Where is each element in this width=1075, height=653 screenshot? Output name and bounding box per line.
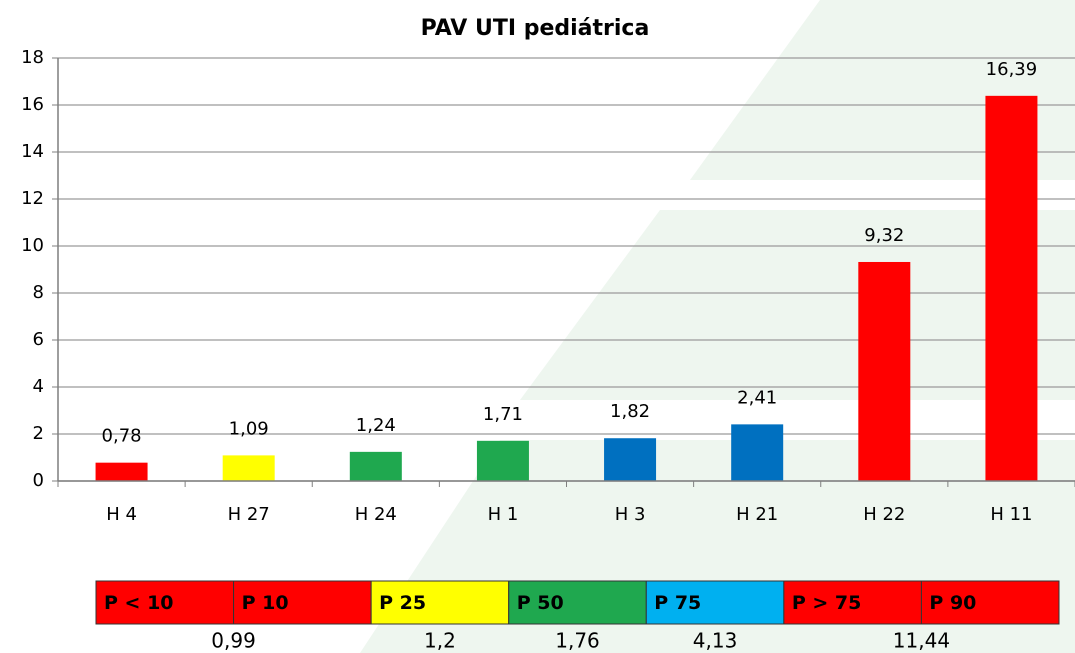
y-tick-label: 8 xyxy=(33,282,44,303)
bar xyxy=(858,261,911,481)
data-label: 2,41 xyxy=(737,387,777,408)
y-tick-label: 2 xyxy=(33,423,44,444)
percentile-box xyxy=(920,580,1060,625)
bar xyxy=(476,440,529,481)
percentile-box xyxy=(233,580,372,625)
bar xyxy=(349,451,402,481)
data-label: 16,39 xyxy=(986,59,1038,80)
data-label: 1,82 xyxy=(610,401,650,422)
x-tick-label: H 21 xyxy=(736,504,778,525)
y-tick-label: 16 xyxy=(21,94,44,115)
percentile-threshold: 11,44 xyxy=(893,629,950,653)
percentile-box xyxy=(783,580,922,625)
percentile-label: P 90 xyxy=(929,592,976,614)
percentile-box xyxy=(645,580,785,625)
x-tick-label: H 1 xyxy=(488,504,519,525)
x-tick-label: H 3 xyxy=(615,504,646,525)
y-tick-label: 10 xyxy=(21,235,44,256)
x-tick-label: H 24 xyxy=(355,504,397,525)
x-tick-label: H 4 xyxy=(106,504,137,525)
y-tick-label: 0 xyxy=(33,470,44,491)
y-tick-label: 4 xyxy=(33,376,44,397)
data-label: 9,32 xyxy=(864,225,904,246)
y-tick-label: 18 xyxy=(21,47,44,68)
percentile-box xyxy=(508,580,647,625)
percentile-threshold: 1,76 xyxy=(555,629,600,653)
chart-title: PAV UTI pediátrica xyxy=(421,16,650,41)
percentile-threshold: 4,13 xyxy=(693,629,738,653)
percentile-label: P < 10 xyxy=(104,592,174,614)
percentile-box xyxy=(95,580,235,625)
y-tick-label: 6 xyxy=(33,329,44,350)
data-label: 1,09 xyxy=(229,418,269,439)
x-tick-label: H 22 xyxy=(863,504,905,525)
percentile-label: P 50 xyxy=(517,592,564,614)
percentile-label: P 10 xyxy=(242,592,289,614)
bar xyxy=(985,95,1038,482)
bar xyxy=(95,462,148,481)
background-decoration xyxy=(360,0,1075,653)
data-label: 1,24 xyxy=(356,415,396,436)
percentile-threshold: 1,2 xyxy=(424,629,456,653)
percentile-threshold: 0,99 xyxy=(211,629,256,653)
y-tick-label: 12 xyxy=(21,188,44,209)
x-tick-label: H 11 xyxy=(990,504,1032,525)
percentile-label: P 25 xyxy=(379,592,426,614)
bar xyxy=(222,455,275,481)
data-label: 1,71 xyxy=(483,404,523,425)
data-label: 0,78 xyxy=(102,426,142,447)
y-tick-label: 14 xyxy=(21,141,44,162)
percentile-label: P > 75 xyxy=(792,592,862,614)
percentile-label: P 75 xyxy=(654,592,701,614)
x-tick-label: H 27 xyxy=(228,504,270,525)
bar xyxy=(731,424,784,481)
bar xyxy=(604,438,657,481)
